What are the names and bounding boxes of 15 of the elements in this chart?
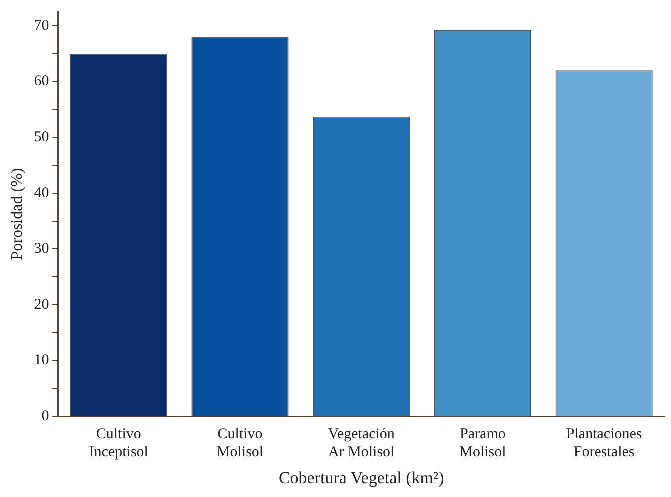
x-tick-label: Plantaciones Forestales [566,426,642,461]
y-tick-label: 20 [34,296,50,313]
x-tick-label: Vegetación Ar Molisol [328,426,396,461]
y-tick-label: 60 [34,74,50,90]
y-tick-label: 30 [34,241,50,258]
x-tick-label: Cultivo Molisol [216,426,264,461]
x-tick-label: Cultivo Inceptisol [89,426,148,461]
y-axis-title: Porosidad (%) [8,168,26,260]
y-tick-label: 70 [34,18,50,34]
y-tick-label: 0 [42,408,50,425]
y-tick-label: 40 [34,185,50,202]
y-tick-label: 10 [34,352,50,369]
y-tick-label: 50 [34,130,50,146]
x-tick-label: Paramo Molisol [460,426,506,461]
x-axis-title: Cobertura Vegetal (km²) [278,468,444,488]
